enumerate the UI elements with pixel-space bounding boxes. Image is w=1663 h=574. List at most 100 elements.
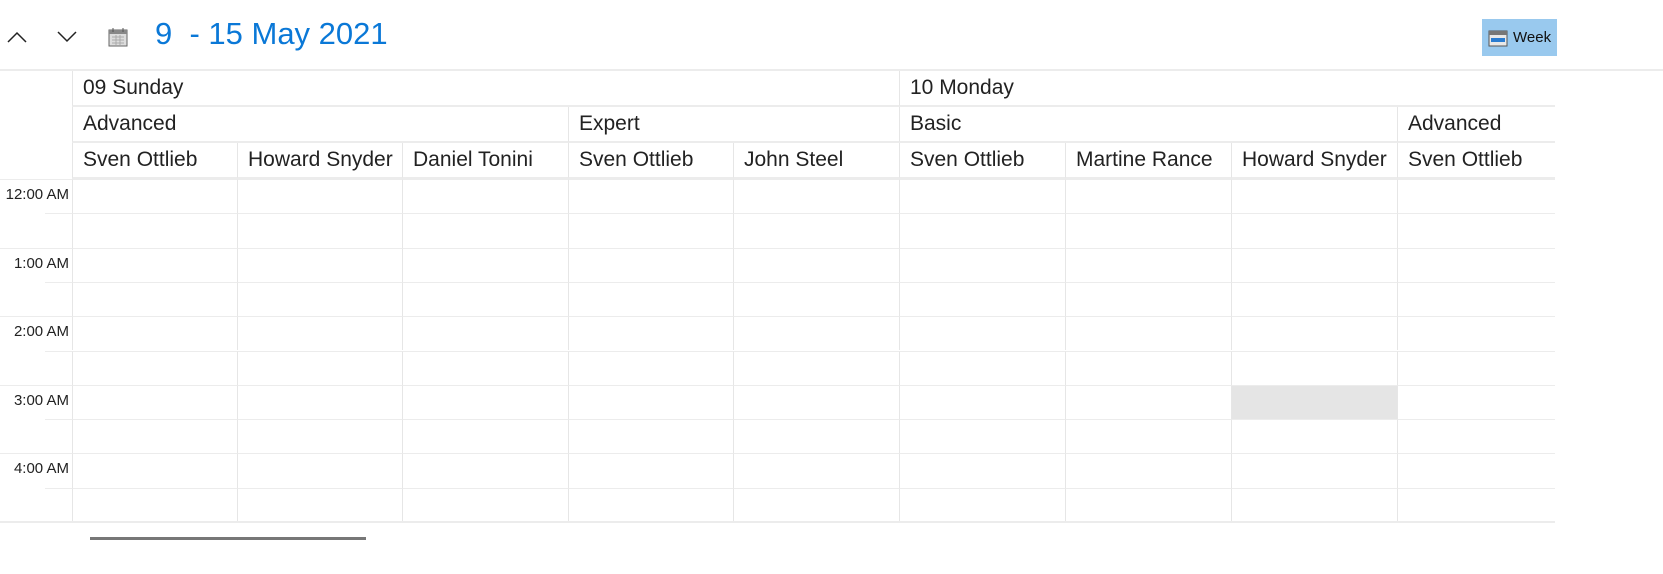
time-slot[interactable]: [568, 281, 733, 317]
resource-header[interactable]: Daniel Tonini: [402, 143, 568, 179]
time-slot[interactable]: [402, 213, 568, 248]
time-slot[interactable]: [568, 179, 733, 214]
time-slot[interactable]: [733, 179, 899, 214]
time-slot[interactable]: [402, 179, 568, 214]
time-slot[interactable]: [72, 384, 237, 420]
time-slot[interactable]: [899, 281, 1065, 317]
day-header[interactable]: 09 Sunday: [72, 71, 899, 107]
time-slot[interactable]: [72, 453, 237, 488]
time-slot[interactable]: [733, 316, 899, 351]
time-slot[interactable]: [1231, 281, 1397, 317]
resource-header[interactable]: Sven Ottlieb: [899, 143, 1065, 179]
time-slot[interactable]: [899, 247, 1065, 282]
next-button[interactable]: [52, 22, 82, 52]
time-slot[interactable]: [899, 316, 1065, 351]
time-slot[interactable]: [568, 487, 733, 522]
time-slot[interactable]: [733, 384, 899, 420]
time-slot[interactable]: [733, 487, 899, 522]
time-slot[interactable]: [1065, 419, 1231, 454]
time-slot[interactable]: [899, 487, 1065, 522]
time-slot[interactable]: [72, 419, 237, 454]
time-slot[interactable]: [1065, 487, 1231, 522]
calendar-picker-button[interactable]: [103, 22, 133, 52]
time-slot[interactable]: [733, 281, 899, 317]
time-slot[interactable]: [568, 316, 733, 351]
time-slot[interactable]: [568, 384, 733, 420]
resource-header[interactable]: Sven Ottlieb: [568, 143, 733, 179]
selected-time-slot[interactable]: [1231, 384, 1397, 420]
time-slot[interactable]: [733, 453, 899, 488]
previous-button[interactable]: [2, 22, 32, 52]
time-slot[interactable]: [402, 384, 568, 420]
day-header[interactable]: 10 Monday: [899, 71, 1555, 107]
date-range-title[interactable]: 9 - 15 May 2021: [155, 16, 388, 51]
time-slot[interactable]: [899, 179, 1065, 214]
horizontal-scrollbar[interactable]: [90, 537, 366, 540]
group-header[interactable]: Basic: [899, 107, 1397, 143]
resource-header[interactable]: Howard Snyder: [237, 143, 402, 179]
time-slot[interactable]: [237, 213, 402, 248]
time-slot[interactable]: [733, 419, 899, 454]
time-slot[interactable]: [1397, 316, 1555, 351]
time-slot[interactable]: [899, 453, 1065, 488]
resource-header[interactable]: Sven Ottlieb: [1397, 143, 1555, 179]
time-slot[interactable]: [1231, 487, 1397, 522]
time-slot[interactable]: [237, 453, 402, 488]
time-slot[interactable]: [1065, 453, 1231, 488]
time-slot[interactable]: [899, 384, 1065, 420]
time-slot[interactable]: [1397, 350, 1555, 385]
time-slot[interactable]: [1397, 213, 1555, 248]
time-slot[interactable]: [72, 179, 237, 214]
time-slot[interactable]: [72, 487, 237, 522]
time-slot[interactable]: [72, 213, 237, 248]
time-slot[interactable]: [237, 419, 402, 454]
time-slot[interactable]: [72, 281, 237, 317]
time-slot[interactable]: [568, 419, 733, 454]
time-slot[interactable]: [1397, 179, 1555, 214]
time-slot[interactable]: [1231, 213, 1397, 248]
time-slot[interactable]: [402, 453, 568, 488]
time-slot[interactable]: [402, 281, 568, 317]
resource-header[interactable]: Sven Ottlieb: [72, 143, 237, 179]
time-slot[interactable]: [237, 384, 402, 420]
time-slot[interactable]: [1231, 316, 1397, 351]
time-slot[interactable]: [402, 247, 568, 282]
time-slot[interactable]: [1397, 247, 1555, 282]
group-header[interactable]: Advanced: [1397, 107, 1555, 143]
time-slot[interactable]: [1065, 281, 1231, 317]
time-slot[interactable]: [733, 247, 899, 282]
time-slot[interactable]: [1397, 453, 1555, 488]
time-slot[interactable]: [1231, 247, 1397, 282]
time-slot[interactable]: [1065, 213, 1231, 248]
time-slot[interactable]: [899, 350, 1065, 385]
time-slot[interactable]: [237, 281, 402, 317]
time-slot[interactable]: [237, 350, 402, 385]
time-slot[interactable]: [1065, 179, 1231, 214]
time-slot[interactable]: [733, 350, 899, 385]
resource-header[interactable]: Martine Rance: [1065, 143, 1231, 179]
time-slot[interactable]: [1065, 384, 1231, 420]
group-header[interactable]: Advanced: [72, 107, 568, 143]
time-slot[interactable]: [1065, 247, 1231, 282]
view-week-button[interactable]: Week: [1482, 19, 1557, 56]
time-slot[interactable]: [402, 419, 568, 454]
time-slot[interactable]: [402, 350, 568, 385]
resource-header[interactable]: John Steel: [733, 143, 899, 179]
time-slot[interactable]: [1397, 384, 1555, 420]
time-slot[interactable]: [1397, 281, 1555, 317]
time-slot[interactable]: [72, 247, 237, 282]
resource-header[interactable]: Howard Snyder: [1231, 143, 1397, 179]
time-slot[interactable]: [1231, 419, 1397, 454]
time-slot[interactable]: [899, 213, 1065, 248]
time-slot[interactable]: [733, 213, 899, 248]
time-slot[interactable]: [1231, 179, 1397, 214]
time-slot[interactable]: [1397, 419, 1555, 454]
time-slot[interactable]: [237, 487, 402, 522]
time-slot[interactable]: [237, 316, 402, 351]
time-slot[interactable]: [72, 316, 237, 351]
time-slot[interactable]: [1397, 487, 1555, 522]
time-slot[interactable]: [402, 487, 568, 522]
time-slot[interactable]: [237, 179, 402, 214]
time-slot[interactable]: [568, 453, 733, 488]
time-slot[interactable]: [1231, 453, 1397, 488]
